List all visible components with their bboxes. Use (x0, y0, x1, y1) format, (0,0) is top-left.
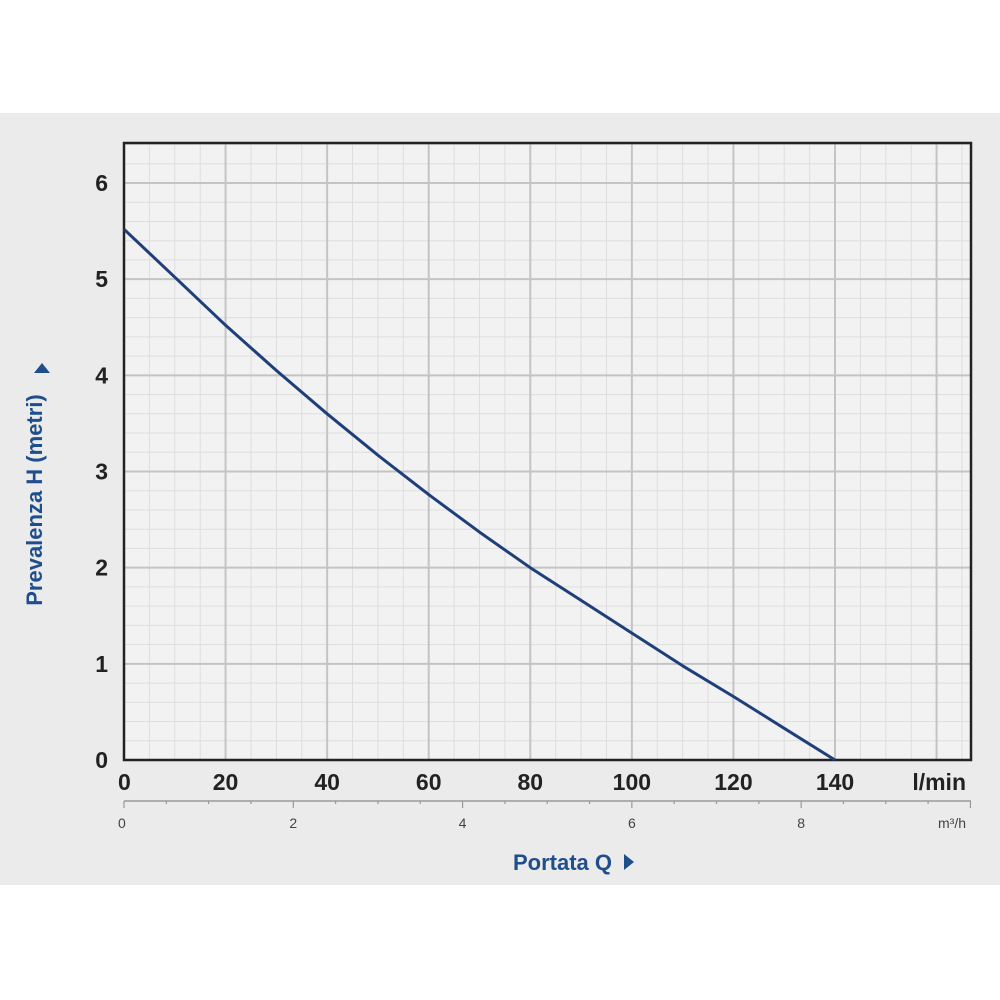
minor-grid (124, 143, 971, 760)
y-tick-label: 6 (95, 170, 108, 196)
y-axis-title: Prevalenza H (metri) (22, 394, 47, 606)
secondary-x-unit-label: m³/h (938, 815, 966, 831)
x-axis-title: Portata Q (513, 850, 612, 875)
plot-frame (122, 141, 973, 762)
x-tick-label: 80 (517, 769, 543, 795)
x-unit-label: l/min (912, 769, 966, 795)
x-tick-label: 60 (416, 769, 442, 795)
y-tick-label: 5 (95, 266, 108, 292)
series-group (122, 228, 836, 762)
secondary-x-tick-label: 8 (797, 815, 805, 831)
x-tick-label: 120 (714, 769, 752, 795)
y-tick-label: 1 (95, 651, 108, 677)
x-tick-labels: 0 20 40 60 80 100 120 140 (118, 769, 854, 795)
plot-area (124, 143, 971, 760)
x-tick-label: 100 (613, 769, 651, 795)
x-axis-title-arrow-icon (624, 854, 634, 870)
secondary-x-tick-label: 2 (289, 815, 297, 831)
y-tick-label: 2 (95, 555, 108, 581)
series-line-0 (122, 228, 836, 762)
y-tick-label: 4 (95, 362, 108, 388)
y-tick-label: 3 (95, 459, 108, 485)
x-tick-label: 20 (213, 769, 239, 795)
secondary-x-tick-label: 4 (459, 815, 467, 831)
y-tick-label: 0 (95, 747, 108, 773)
secondary-x-axis: 0 2 4 6 8 (118, 800, 972, 831)
x-tick-label: 140 (816, 769, 854, 795)
secondary-x-tick-label: 0 (118, 815, 126, 831)
y-axis-title-arrow-icon (34, 363, 50, 373)
major-grid (124, 143, 971, 760)
y-tick-labels: 0 1 2 3 4 5 6 (95, 170, 108, 773)
x-tick-label: 0 (118, 769, 131, 795)
secondary-x-tick-label: 6 (628, 815, 636, 831)
x-tick-label: 40 (314, 769, 340, 795)
